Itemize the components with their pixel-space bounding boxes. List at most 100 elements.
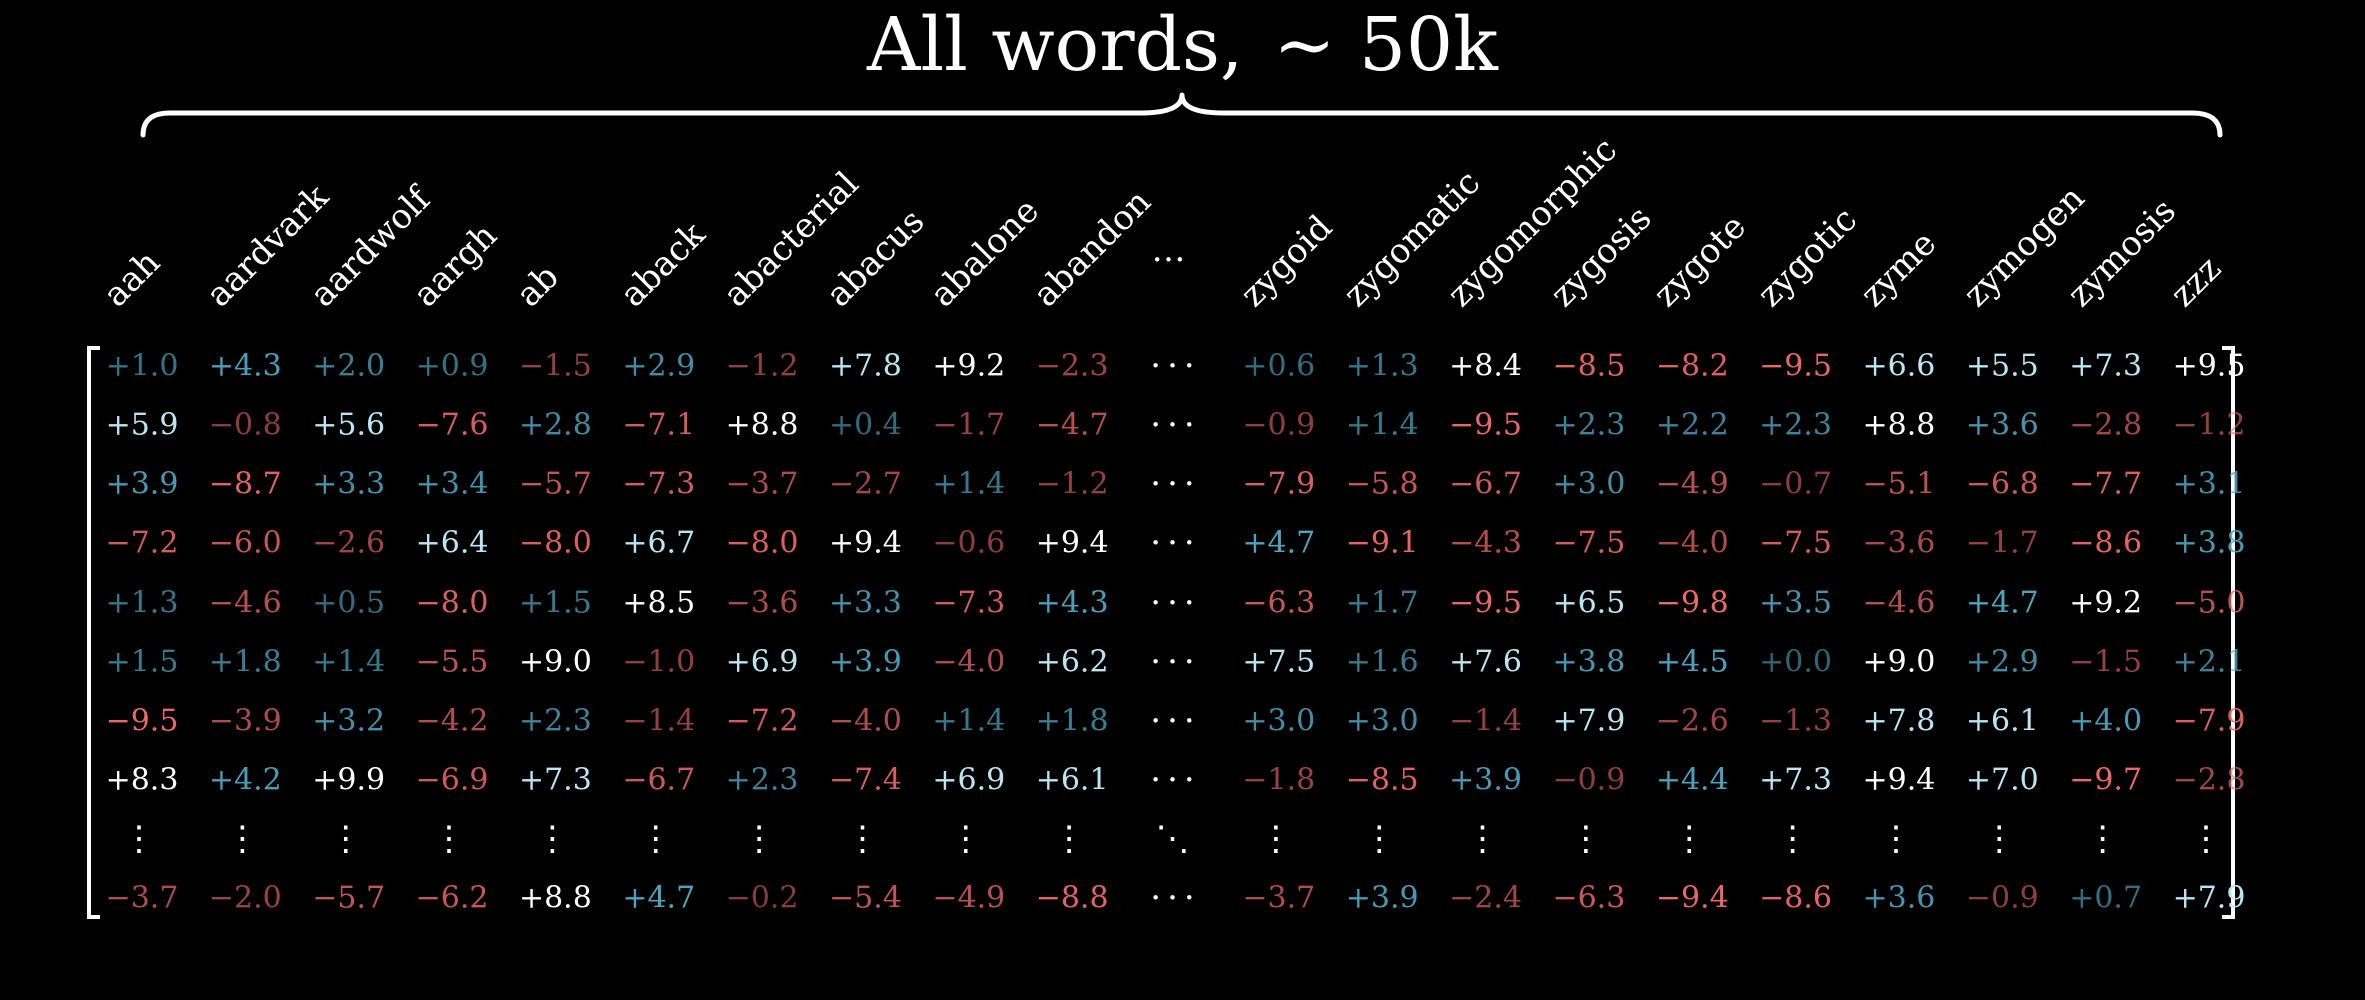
ellipsis-glyph: ⋮: [1465, 819, 1506, 859]
matrix-cell: −9.5: [1449, 585, 1522, 621]
matrix-cell: +7.8: [1862, 703, 1936, 739]
matrix-cell: −4.2: [415, 703, 489, 739]
ellipsis-glyph: ⋮: [535, 819, 576, 859]
matrix-cell: +8.8: [518, 880, 592, 916]
matrix-cell: −2.3: [1035, 348, 1109, 384]
matrix-cell: +0.0: [1759, 644, 1833, 680]
matrix-cell: +0.9: [415, 348, 489, 384]
matrix-cell: +4.7: [1965, 585, 2039, 621]
ellipsis-glyph: ···: [1150, 583, 1201, 623]
ellipsis-glyph: ⋮: [1672, 819, 1713, 859]
ellipsis-glyph: ···: [1150, 346, 1201, 386]
matrix-cell: −9.5: [1759, 348, 1833, 384]
matrix-cell: −0.8: [208, 407, 282, 443]
matrix-cell: −7.9: [1242, 466, 1316, 502]
matrix-cell: −8.2: [1655, 348, 1729, 384]
matrix-cell: +3.9: [829, 644, 902, 680]
ellipsis-glyph: ···: [1150, 523, 1201, 563]
matrix-cell: +9.4: [1035, 525, 1109, 561]
matrix-cell: +7.0: [1965, 762, 2039, 798]
matrix-cell: −2.8: [2172, 762, 2246, 798]
matrix-cell: −1.8: [1242, 762, 1316, 798]
top-curly-brace: [140, 92, 2223, 138]
matrix-cell: +3.9: [1449, 762, 1522, 798]
matrix-cell: +3.0: [1552, 466, 1626, 502]
matrix-cell: +6.1: [1965, 703, 2039, 739]
matrix-cell: +9.4: [829, 525, 902, 561]
matrix-cell: +6.4: [415, 525, 489, 561]
matrix-cell: +7.3: [2069, 348, 2143, 384]
matrix-cell: +9.9: [312, 762, 386, 798]
matrix-cell: −5.8: [1345, 466, 1419, 502]
matrix-cell: −5.0: [2172, 585, 2246, 621]
matrix-cell: −1.5: [518, 348, 592, 384]
matrix-cell: +7.8: [829, 348, 902, 384]
matrix-cell: +1.4: [1345, 407, 1419, 443]
matrix-cell: +1.4: [312, 644, 386, 680]
matrix-cell: −8.8: [1035, 880, 1109, 916]
matrix-cell: −3.6: [1862, 525, 1936, 561]
column-header-ellipsis: …: [1151, 230, 1186, 270]
ellipsis-glyph: ⋮: [225, 819, 266, 859]
matrix-cell: +6.5: [1552, 585, 1626, 621]
matrix-cell: −8.5: [1552, 348, 1626, 384]
matrix-cell: +1.8: [1035, 703, 1109, 739]
title-text: All words,: [867, 2, 1244, 88]
matrix-cell: +1.3: [1345, 348, 1419, 384]
ellipsis-glyph: ⋮: [1878, 819, 1919, 859]
matrix-cell: −9.8: [1655, 585, 1729, 621]
matrix-cell: +3.0: [1345, 703, 1419, 739]
matrix-cell: +0.5: [312, 585, 386, 621]
ellipsis-glyph: ⋮: [1568, 819, 1609, 859]
ellipsis-glyph: ⋮: [328, 819, 369, 859]
matrix-cell: −6.8: [1965, 466, 2039, 502]
matrix-cell: −4.9: [1655, 466, 1729, 502]
matrix-cell: −0.9: [1965, 880, 2039, 916]
matrix-cell: +3.8: [2172, 525, 2246, 561]
matrix-cell: −2.4: [1449, 880, 1522, 916]
matrix-cell: −4.0: [829, 703, 902, 739]
ellipsis-glyph: ···: [1150, 760, 1201, 800]
matrix-cell: −4.3: [1449, 525, 1522, 561]
matrix-cell: −4.7: [1035, 407, 1109, 443]
matrix-cell: +6.9: [932, 762, 1006, 798]
matrix-cell: +8.3: [105, 762, 179, 798]
matrix-cell: +9.4: [1862, 762, 1936, 798]
matrix-cell: +5.5: [1965, 348, 2039, 384]
matrix-cell: −4.6: [1862, 585, 1936, 621]
matrix-cell: +2.9: [1965, 644, 2039, 680]
matrix-cell: +7.6: [1449, 644, 1522, 680]
matrix-cell: −7.1: [622, 407, 696, 443]
matrix-cell: +4.2: [208, 762, 282, 798]
matrix-cell: −8.0: [518, 525, 592, 561]
matrix-cell: +6.2: [1035, 644, 1109, 680]
matrix-cell: −6.3: [1552, 880, 1626, 916]
matrix-cell: +1.5: [105, 644, 179, 680]
matrix-cell: −2.7: [829, 466, 902, 502]
ellipsis-glyph: ⋮: [742, 819, 783, 859]
ellipsis-glyph: ⋮: [1982, 819, 2023, 859]
matrix-cell: −4.0: [932, 644, 1006, 680]
matrix-cell: +8.8: [725, 407, 799, 443]
matrix-cell: −3.6: [725, 585, 799, 621]
matrix-cell: +6.7: [622, 525, 696, 561]
matrix-cell: +6.9: [725, 644, 799, 680]
right-matrix-bracket: [2222, 346, 2235, 919]
matrix-cell: +3.9: [1345, 880, 1419, 916]
ellipsis-glyph: ⋮: [948, 819, 989, 859]
matrix-cell: +4.5: [1655, 644, 1729, 680]
matrix-cell: +3.6: [1862, 880, 1936, 916]
matrix-cell: +4.0: [2069, 703, 2143, 739]
matrix-cell: −7.5: [1552, 525, 1626, 561]
matrix-cell: −7.4: [829, 762, 902, 798]
ellipsis-glyph: ⋮: [122, 819, 162, 859]
matrix-cell: −7.2: [725, 703, 799, 739]
matrix-cell: −0.9: [1552, 762, 1626, 798]
matrix-cell: −6.2: [415, 880, 489, 916]
matrix-cell: +1.4: [932, 466, 1006, 502]
matrix-cell: −7.3: [932, 585, 1006, 621]
matrix-cell: +2.3: [725, 762, 799, 798]
matrix-cell: +3.6: [1965, 407, 2039, 443]
matrix-cell: −1.4: [1449, 703, 1522, 739]
